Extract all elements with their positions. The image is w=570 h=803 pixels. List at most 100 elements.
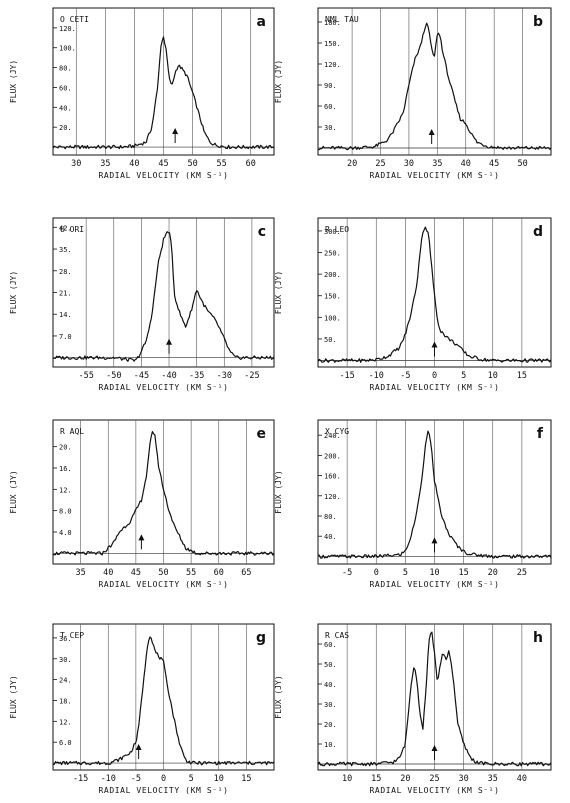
spectrum-line [317, 430, 552, 559]
panel-g: -15 -10 -5 0 5 10 15 6.0 12. 18. 24. 30. 36.T CEP g RA… [9, 623, 275, 795]
x-axis-label: RADIAL VELOCITY (KM S⁻¹) [99, 580, 229, 589]
y-tick-label: 7.0 [59, 333, 72, 341]
panel-letter: b [533, 14, 543, 30]
y-tick-label: 300. [324, 228, 341, 236]
x-tick-label: 35 [432, 159, 442, 169]
y-tick-label: 80. [59, 65, 72, 73]
y-tick-label: 60. [324, 641, 337, 649]
y-axis-label: FLUX (JY) [274, 271, 283, 314]
y-tick-label: 100. [324, 314, 341, 322]
x-axis-label: RADIAL VELOCITY (KM S⁻¹) [370, 786, 500, 795]
x-tick-label: -35 [189, 371, 204, 381]
y-tick-label: 200. [324, 271, 341, 279]
y-axis-label: FLUX (JY) [9, 675, 18, 718]
x-tick-label: 30 [404, 159, 414, 169]
x-axis-label: RADIAL VELOCITY (KM S⁻¹) [370, 171, 500, 180]
x-tick-label: -5 [131, 774, 141, 784]
x-tick-label: -15 [73, 774, 88, 784]
y-tick-label: 20. [324, 721, 337, 729]
x-tick-label: 50 [158, 568, 168, 578]
y-tick-label: 21. [59, 290, 72, 298]
x-tick-label: 30 [459, 774, 469, 784]
y-tick-label: 12. [59, 718, 72, 726]
y-tick-label: 60. [324, 103, 337, 111]
spectrum-line [317, 226, 552, 363]
y-tick-label: 24. [59, 677, 72, 685]
x-tick-label: -55 [78, 371, 93, 381]
x-tick-label: 45 [131, 568, 141, 578]
x-tick-label: 65 [241, 568, 251, 578]
x-tick-label: 45 [489, 159, 499, 169]
x-tick-label: -5 [400, 371, 410, 381]
y-axis-label: FLUX (JY) [9, 271, 18, 314]
star-name: R LEO [325, 225, 349, 234]
y-axis-label: FLUX (JY) [274, 675, 283, 718]
spectrum-line [52, 431, 275, 556]
x-tick-label: 20 [347, 159, 357, 169]
y-axis-label: FLUX (JY) [9, 470, 18, 513]
panel-c: -55 -50 -45 -40 -35 -30 -25 7.0 14. 21. 28. 35. 42.U… [9, 217, 275, 392]
panel-a: 30 35 40 45 50 55 60 20. 40. 60. 80. 100. 120.O CETI… [9, 7, 275, 180]
y-tick-label: 6.0 [59, 739, 72, 747]
x-tick-label: -5 [342, 568, 352, 578]
x-tick-label: 20 [400, 774, 410, 784]
x-axis-label: RADIAL VELOCITY (KM S⁻¹) [370, 580, 500, 589]
x-axis-label: RADIAL VELOCITY (KM S⁻¹) [99, 383, 229, 392]
y-tick-label: 120. [59, 25, 76, 33]
panel-letter: h [533, 630, 543, 646]
y-tick-label: 160. [324, 473, 341, 481]
x-tick-label: 40 [461, 159, 471, 169]
x-tick-label: 15 [241, 774, 251, 784]
panel-f: -5 0 5 10 15 20 25 40. 80. 120. 160. 200. 240.X CYG f… [274, 419, 552, 589]
x-tick-label: -45 [134, 371, 149, 381]
x-tick-label: 10 [342, 774, 352, 784]
x-axis-label: RADIAL VELOCITY (KM S⁻¹) [99, 171, 229, 180]
y-tick-label: 14. [59, 311, 72, 319]
x-tick-label: 35 [488, 774, 498, 784]
x-tick-label: 55 [186, 568, 196, 578]
y-tick-label: 50. [324, 336, 337, 344]
panel-letter: e [257, 426, 267, 442]
y-tick-label: 10. [324, 741, 337, 749]
star-name: X CYG [325, 427, 349, 436]
velocity-arrow-head [135, 744, 142, 751]
x-tick-label: 55 [217, 159, 227, 169]
plot-frame [317, 7, 552, 156]
x-tick-label: 5 [461, 371, 466, 381]
panel-letter: g [256, 630, 266, 646]
x-axis-label: RADIAL VELOCITY (KM S⁻¹) [370, 383, 500, 392]
y-tick-label: 28. [59, 268, 72, 276]
y-tick-label: 200. [324, 452, 341, 460]
velocity-arrow-head [431, 537, 438, 544]
y-tick-label: 30. [59, 656, 72, 664]
x-tick-label: 40 [103, 568, 113, 578]
y-axis-label: FLUX (JY) [274, 470, 283, 513]
y-tick-label: 40. [324, 681, 337, 689]
x-tick-label: 5 [189, 774, 194, 784]
velocity-arrow-head [428, 129, 435, 135]
y-tick-label: 18. [59, 697, 72, 705]
x-tick-label: 60 [246, 159, 256, 169]
panel-letter: f [537, 426, 544, 442]
y-tick-label: 120. [324, 61, 341, 69]
spectrum-line [52, 231, 275, 362]
y-tick-label: 180. [324, 19, 341, 27]
y-tick-label: 50. [324, 661, 337, 669]
panel-letter: d [533, 224, 543, 240]
x-tick-label: 50 [517, 159, 527, 169]
x-tick-label: 40 [129, 159, 139, 169]
x-tick-label: 25 [517, 568, 527, 578]
x-tick-label: -10 [369, 371, 384, 381]
x-tick-label: 10 [214, 774, 224, 784]
y-tick-label: 90. [324, 82, 337, 90]
spectrum-line [317, 631, 552, 767]
y-tick-label: 40. [324, 533, 337, 541]
velocity-arrow-head [431, 745, 438, 751]
panel-b: 20 25 30 35 40 45 50 30. 60. 90. 120. 150. 180.NML T… [274, 7, 552, 180]
velocity-arrow-head [166, 338, 173, 345]
star-name: U ORI [60, 225, 84, 234]
x-tick-label: 15 [459, 568, 469, 578]
x-tick-label: 20 [488, 568, 498, 578]
y-tick-label: 40. [59, 104, 72, 112]
x-tick-label: 60 [214, 568, 224, 578]
